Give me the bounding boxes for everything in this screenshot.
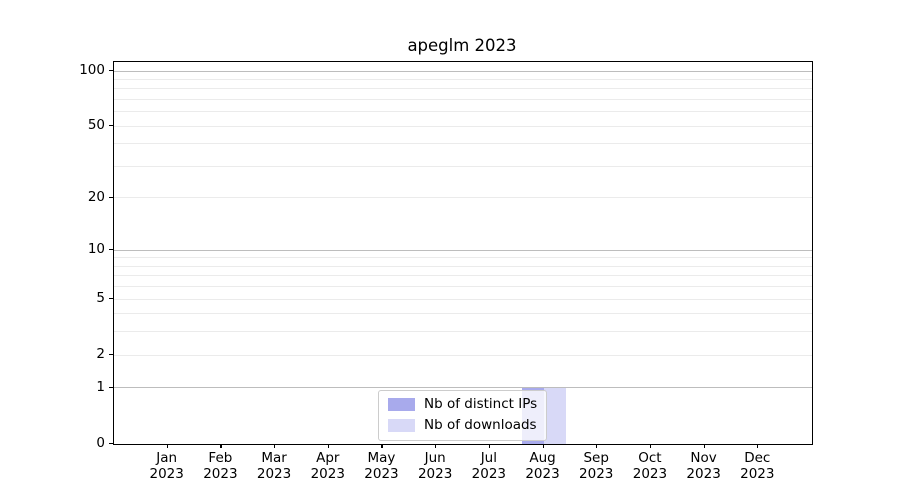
gridline-minor-30 (114, 166, 812, 167)
y-tick-label-10: 10 (87, 241, 105, 258)
x-tick-apr-2023 (327, 444, 329, 448)
gridline-minor-3 (114, 331, 812, 333)
x-tick-feb-2023 (220, 444, 222, 448)
legend-label-distinct-ips: Nb of distinct IPs (424, 396, 538, 412)
bar-nb-of-downloads-aug-2023 (543, 387, 566, 444)
y-tick-50 (109, 125, 113, 127)
x-tick-nov-2023 (703, 444, 705, 448)
x-tick-jun-2023 (435, 444, 437, 448)
x-tick-mar-2023 (274, 444, 276, 448)
x-tick-label-jul-2023: Jul 2023 (471, 450, 507, 482)
x-tick-sep-2023 (596, 444, 598, 448)
y-tick-100 (109, 70, 113, 72)
legend-label-downloads: Nb of downloads (424, 417, 537, 433)
y-tick-label-0: 0 (96, 435, 105, 451)
x-tick-label-apr-2023: Apr 2023 (310, 450, 345, 482)
gridline-major-10 (114, 249, 812, 251)
gridline-major-100 (114, 70, 812, 72)
x-tick-label-feb-2023: Feb 2023 (203, 450, 238, 482)
gridline-minor-80 (114, 88, 812, 90)
gridline-minor-40 (114, 143, 812, 145)
y-tick-label-2: 2 (96, 346, 105, 363)
gridline-minor-60 (114, 111, 812, 113)
gridline-minor-50 (114, 125, 812, 127)
plot-area (113, 61, 813, 445)
x-tick-label-may-2023: May 2023 (364, 450, 399, 482)
y-tick-5 (109, 298, 113, 300)
y-tick-label-1: 1 (96, 378, 105, 395)
y-tick-label-100: 100 (79, 62, 105, 79)
gridline-major-1 (114, 387, 812, 389)
y-tick-label-20: 20 (87, 188, 105, 205)
y-tick-20 (109, 196, 113, 199)
gridline-minor-5 (114, 298, 812, 300)
y-tick-10 (109, 249, 113, 251)
gridline-minor-8 (114, 265, 812, 267)
legend-swatch-downloads (388, 419, 415, 432)
y-tick-label-50: 50 (87, 117, 105, 134)
y-tick-1 (109, 386, 113, 389)
x-tick-may-2023 (381, 444, 383, 448)
x-tick-jul-2023 (488, 444, 491, 448)
gridline-minor-2 (114, 354, 812, 356)
x-tick-label-aug-2023: Aug 2023 (525, 450, 560, 482)
x-tick-label-oct-2023: Oct 2023 (632, 450, 668, 482)
gridline-minor-70 (114, 99, 812, 101)
x-tick-jan-2023 (166, 444, 168, 448)
legend-row-downloads: Nb of downloads (388, 417, 537, 434)
gridline-minor-9 (114, 257, 812, 259)
gridline-minor-4 (114, 313, 812, 315)
x-tick-aug-2023 (542, 444, 544, 448)
x-tick-label-jun-2023: Jun 2023 (417, 450, 453, 482)
gridline-minor-6 (114, 286, 812, 288)
legend: Nb of distinct IPs Nb of downloads (378, 390, 548, 441)
x-tick-label-nov-2023: Nov 2023 (686, 450, 721, 482)
y-tick-0 (109, 443, 113, 445)
y-tick-label-5: 5 (96, 290, 105, 307)
x-tick-dec-2023 (757, 444, 759, 448)
x-tick-oct-2023 (649, 444, 652, 448)
y-tick-2 (109, 354, 113, 356)
chart-title: apeglm 2023 (407, 36, 517, 55)
legend-row-distinct-ips: Nb of distinct IPs (388, 396, 537, 413)
legend-swatch-distinct-ips (388, 398, 415, 411)
x-tick-label-dec-2023: Dec 2023 (740, 450, 775, 482)
gridline-minor-90 (114, 78, 812, 80)
x-tick-label-jan-2023: Jan 2023 (149, 450, 184, 482)
x-tick-label-mar-2023: Mar 2023 (256, 450, 292, 482)
gridline-minor-20 (114, 197, 812, 199)
x-tick-label-sep-2023: Sep 2023 (579, 450, 614, 482)
gridline-minor-7 (114, 275, 812, 277)
